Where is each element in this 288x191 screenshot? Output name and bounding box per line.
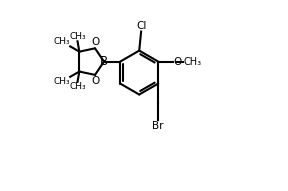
- Text: CH₃: CH₃: [69, 82, 86, 91]
- Text: O: O: [92, 76, 100, 86]
- Text: CH₃: CH₃: [54, 77, 70, 86]
- Text: O: O: [174, 57, 182, 67]
- Text: CH₃: CH₃: [54, 37, 70, 46]
- Text: O: O: [92, 37, 100, 47]
- Text: Cl: Cl: [136, 21, 146, 31]
- Text: CH₃: CH₃: [184, 57, 202, 67]
- Text: CH₃: CH₃: [69, 32, 86, 41]
- Text: Br: Br: [153, 121, 164, 131]
- Text: B: B: [100, 55, 108, 68]
